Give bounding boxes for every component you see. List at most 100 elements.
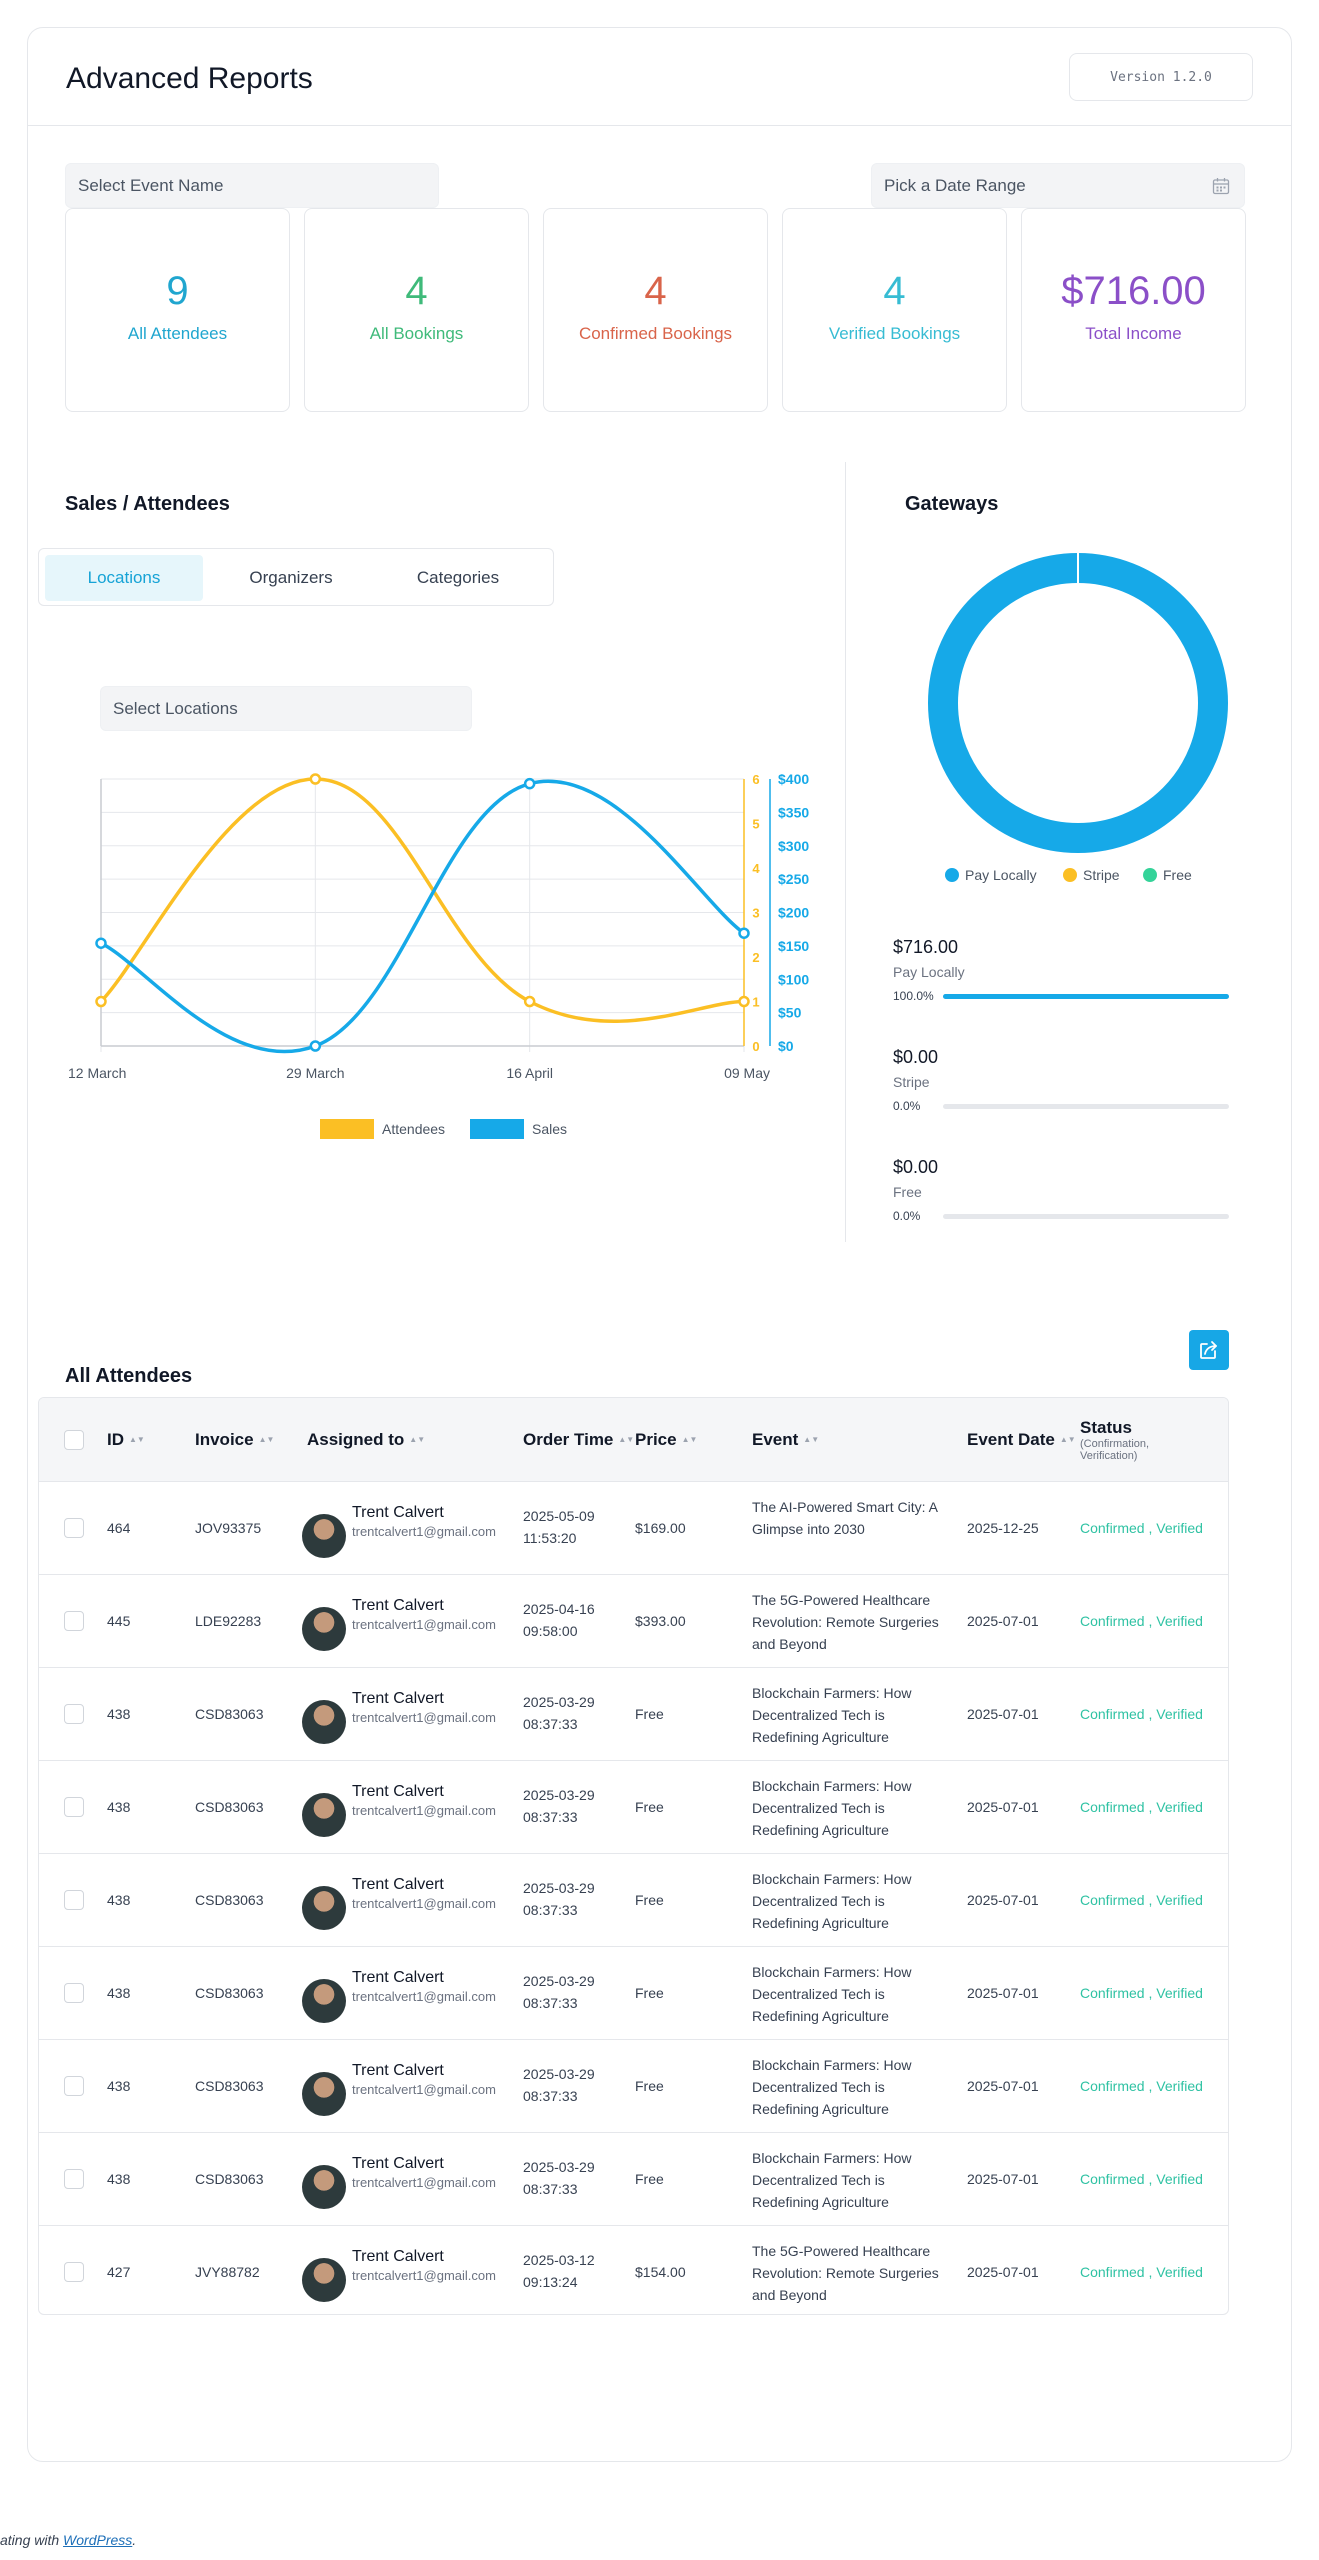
gateway-legend-item[interactable]: Free	[1143, 867, 1192, 883]
data-point-sales[interactable]	[738, 927, 750, 939]
row-checkbox[interactable]	[64, 2076, 84, 2096]
legend-label: Stripe	[1083, 867, 1120, 883]
col-event-date-label: Event Date	[967, 1430, 1055, 1449]
row-event-date: 2025-07-01	[967, 1985, 1039, 2001]
col-assigned-label: Assigned to	[307, 1430, 405, 1449]
data-point-sales[interactable]	[523, 777, 536, 790]
data-point-attendees[interactable]	[95, 995, 107, 1008]
sort-icon: ▲▼	[129, 1435, 145, 1444]
tab-organizers[interactable]: Organizers	[249, 568, 333, 587]
col-id[interactable]: ID ▲▼	[107, 1430, 145, 1450]
stat-value: 4	[883, 269, 906, 313]
y-right-tick-label: $50	[778, 1005, 802, 1021]
row-status: Confirmed , Verified	[1080, 2171, 1203, 2187]
col-order-time[interactable]: Order Time ▲▼	[523, 1430, 634, 1450]
row-order-time: 08:37:33	[523, 2181, 578, 2197]
row-status: Confirmed , Verified	[1080, 1985, 1203, 2001]
row-email: trentcalvert1@gmail.com	[352, 2268, 496, 2283]
row-id: 438	[107, 2078, 131, 2094]
legend-dot	[945, 868, 959, 882]
gateway-legend-item[interactable]: Pay Locally	[945, 867, 1037, 883]
data-point-sales[interactable]	[309, 1040, 322, 1052]
select-all-checkbox[interactable]	[64, 1430, 84, 1450]
row-checkbox[interactable]	[64, 2262, 84, 2282]
gateway-name: Free	[893, 1184, 922, 1200]
avatar	[302, 2072, 346, 2116]
row-id: 427	[107, 2264, 131, 2280]
row-email: trentcalvert1@gmail.com	[352, 1710, 496, 1725]
avatar	[302, 1607, 346, 1651]
y-right-tick-label: $0	[778, 1038, 794, 1054]
locations-select[interactable]: Select Locations	[100, 686, 472, 731]
tab-categories[interactable]: Categories	[416, 568, 500, 587]
series-line-attendees	[99, 777, 745, 1023]
row-checkbox[interactable]	[64, 1797, 84, 1817]
footer-text: ating with	[0, 2532, 64, 2548]
wordpress-link[interactable]: WordPress	[63, 2532, 133, 2548]
row-event: Blockchain Farmers: How Decentralized Te…	[752, 1685, 912, 1745]
row-id: 438	[107, 1706, 131, 1722]
row-email: trentcalvert1@gmail.com	[352, 2082, 496, 2097]
col-event[interactable]: Event ▲▼	[752, 1430, 819, 1450]
legend-swatch[interactable]	[320, 1119, 374, 1139]
table-row: 438 CSD83063 Trent Calvert trentcalvert1@gm…	[39, 1947, 1228, 2040]
avatar	[302, 2165, 346, 2209]
data-point-attendees[interactable]	[738, 995, 750, 1008]
export-button[interactable]	[1189, 1330, 1229, 1370]
row-order-time: 08:37:33	[523, 1716, 578, 1732]
row-status: Confirmed , Verified	[1080, 1892, 1203, 1908]
row-event: The 5G-Powered Healthcare Revolution: Re…	[752, 1592, 939, 1652]
data-point-sales[interactable]	[95, 937, 107, 949]
col-invoice[interactable]: Invoice ▲▼	[195, 1430, 274, 1450]
calendar-icon	[1212, 178, 1230, 195]
row-name: Trent Calvert	[352, 2062, 444, 2079]
gateway-name: Stripe	[893, 1074, 930, 1090]
data-point-attendees[interactable]	[309, 773, 322, 785]
table-row: 438 CSD83063 Trent Calvert trentcalvert1@gm…	[39, 2133, 1228, 2226]
y-left-tick-label: 2	[752, 950, 759, 965]
table-row: 438 CSD83063 Trent Calvert trentcalvert1@gm…	[39, 2040, 1228, 2133]
row-status: Confirmed , Verified	[1080, 1799, 1203, 1815]
row-checkbox[interactable]	[64, 1704, 84, 1724]
donut-slice[interactable]	[928, 553, 1228, 853]
col-event-date[interactable]: Event Date ▲▼	[967, 1430, 1076, 1450]
row-email: trentcalvert1@gmail.com	[352, 1989, 496, 2004]
row-order-date: 2025-03-29	[523, 1787, 595, 1803]
row-checkbox[interactable]	[64, 1890, 84, 1910]
col-assigned[interactable]: Assigned to ▲▼	[307, 1430, 425, 1450]
col-event-label: Event	[752, 1430, 799, 1449]
stat-card: 4 Confirmed Bookings	[543, 208, 768, 412]
tab-locations[interactable]: Locations	[45, 555, 203, 601]
series-line-sales	[100, 779, 746, 1054]
row-event-date: 2025-07-01	[967, 1799, 1039, 1815]
row-event-date: 2025-07-01	[967, 1613, 1039, 1629]
event-name-select[interactable]: Select Event Name	[65, 163, 439, 208]
stat-label: All Attendees	[127, 324, 228, 343]
col-price[interactable]: Price ▲▼	[635, 1430, 697, 1450]
row-id: 438	[107, 1892, 131, 1908]
legend-swatch[interactable]	[470, 1119, 524, 1139]
row-checkbox[interactable]	[64, 1518, 84, 1538]
gateway-amount: $0.00	[893, 1157, 939, 1177]
row-invoice: CSD83063	[195, 1706, 264, 1722]
data-point-attendees[interactable]	[523, 995, 536, 1008]
table-row: 445 LDE92283 Trent Calvert trentcalvert1@gm…	[39, 1575, 1228, 1668]
row-order-time: 08:37:33	[523, 1902, 578, 1918]
y-left-tick-label: 6	[752, 772, 759, 787]
table-header: ID ▲▼ Invoice ▲▼ Assigned to ▲▼ Order Time ▲…	[39, 1398, 1228, 1482]
row-checkbox[interactable]	[64, 1983, 84, 2003]
row-event: The AI-Powered Smart City: A Glimpse int…	[752, 1499, 938, 1537]
row-checkbox[interactable]	[64, 1611, 84, 1631]
date-range-picker[interactable]: Pick a Date Range	[871, 163, 1245, 208]
row-checkbox[interactable]	[64, 2169, 84, 2189]
row-status: Confirmed , Verified	[1080, 1520, 1203, 1536]
gateway-legend-item[interactable]: Stripe	[1063, 867, 1120, 883]
header: Advanced Reports Version 1.2.0	[28, 28, 1291, 126]
row-price: $169.00	[635, 1520, 686, 1536]
x-tick-label: 16 April	[506, 1065, 553, 1081]
stat-value: $716.00	[1061, 269, 1206, 313]
avatar	[302, 1793, 346, 1837]
stat-card: 4 Verified Bookings	[782, 208, 1007, 412]
row-id: 445	[107, 1613, 131, 1629]
attendees-title: All Attendees	[65, 1365, 193, 1387]
